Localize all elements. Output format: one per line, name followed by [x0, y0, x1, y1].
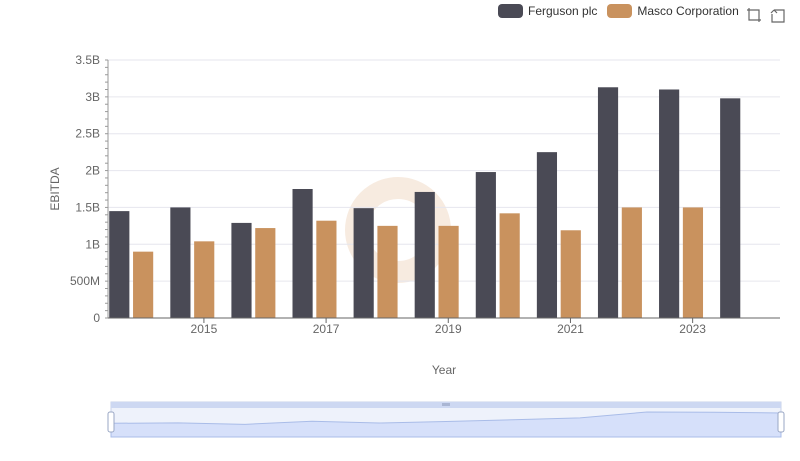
y-tick-label: 2B	[85, 164, 100, 178]
y-tick-label: 3.5B	[75, 53, 100, 67]
bar-ferguson[interactable]	[414, 191, 435, 318]
x-tick-label: 2021	[557, 322, 584, 336]
y-axis-title: EBITDA	[48, 167, 62, 210]
restore-icon[interactable]	[769, 6, 787, 24]
legend-swatch-ferguson	[498, 4, 523, 18]
x-axis-title: Year	[432, 363, 456, 377]
bar-masco[interactable]	[682, 207, 704, 318]
bar-ferguson[interactable]	[475, 172, 496, 318]
y-tick-label: 2.5B	[75, 127, 100, 141]
bar-masco[interactable]	[560, 230, 581, 318]
zoom-move-handle[interactable]	[442, 403, 450, 406]
bar-masco[interactable]	[133, 251, 154, 318]
bar-ferguson[interactable]	[170, 207, 191, 318]
x-tick-label: 2023	[679, 322, 706, 336]
bar-masco[interactable]	[377, 225, 398, 318]
bar-ferguson[interactable]	[536, 152, 558, 318]
bar-ferguson[interactable]	[109, 211, 130, 318]
bar-ferguson[interactable]	[597, 87, 619, 318]
toolbox	[745, 6, 787, 24]
bar-masco[interactable]	[438, 225, 459, 318]
legend-item-ferguson[interactable]: Ferguson plc	[498, 4, 597, 18]
legend-item-masco[interactable]: Masco Corporation	[607, 4, 739, 18]
zoom-slider-preview	[110, 411, 782, 438]
x-tick-label: 2015	[191, 322, 218, 336]
bar-ferguson[interactable]	[720, 98, 741, 319]
legend-swatch-masco	[607, 4, 633, 18]
legend-label-ferguson: Ferguson plc	[528, 4, 598, 18]
y-tick-label: 0	[93, 311, 100, 325]
x-tick-label: 2019	[435, 322, 462, 336]
x-tick-label: 2017	[313, 322, 340, 336]
bar-masco[interactable]	[194, 241, 215, 318]
y-tick-label: 3B	[85, 90, 100, 104]
bar-ferguson[interactable]	[292, 189, 313, 318]
y-tick-label: 1.5B	[75, 200, 100, 214]
bar-ferguson[interactable]	[353, 208, 374, 318]
y-tick-label: 1B	[85, 237, 100, 251]
bar-masco[interactable]	[255, 228, 276, 318]
bar-ferguson[interactable]	[659, 89, 680, 318]
zoom-handle-right[interactable]	[777, 411, 785, 433]
y-tick-label: 500M	[70, 274, 100, 288]
bar-masco[interactable]	[316, 220, 337, 318]
legend-label-masco: Masco Corporation	[637, 4, 739, 18]
zoom-handle-left[interactable]	[107, 411, 115, 433]
legend: Ferguson plc Masco Corporation	[498, 4, 749, 18]
bar-ferguson[interactable]	[231, 222, 252, 318]
bar-masco[interactable]	[499, 213, 520, 318]
zoom-icon[interactable]	[745, 6, 763, 24]
bar-masco[interactable]	[621, 207, 642, 318]
